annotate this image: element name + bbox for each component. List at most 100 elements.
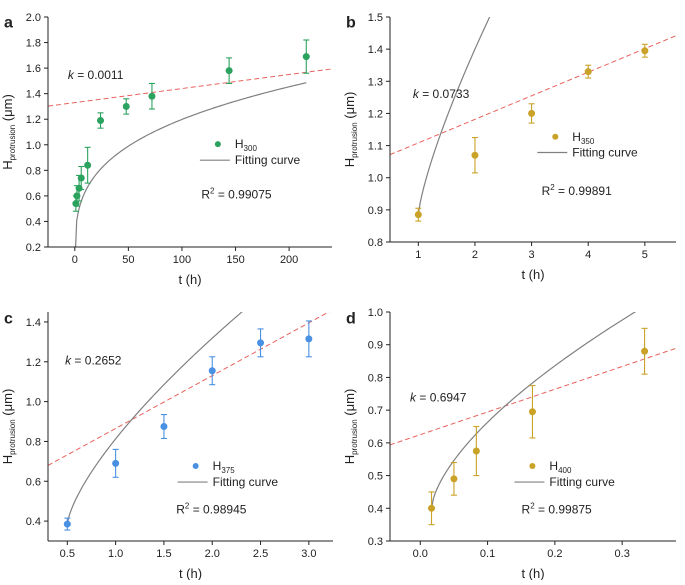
panel-d-data-point	[472, 447, 480, 455]
panel-c-slope-value: = 0.2652	[71, 354, 122, 368]
panel-c-data-point	[305, 335, 313, 343]
panel-c-data-point	[63, 520, 71, 528]
panel-c-x-tick-label: 2.0	[205, 548, 220, 560]
panel-c-r2-value: = 0.98945	[189, 503, 246, 517]
panel-d-x-tick-label: 0.1	[480, 548, 495, 560]
panel-a-r2-value: = 0.99075	[214, 188, 271, 202]
panel-d-legend-series-sub: 400	[558, 466, 572, 475]
panel-d-legend-series-main: H	[549, 459, 558, 473]
panel-a-r2-sup: 2	[210, 187, 215, 196]
panel-a-data-point	[97, 117, 105, 125]
panel-b-y-tick-label: 1.2	[368, 108, 383, 120]
panel-a-data-point	[302, 53, 310, 61]
panel-d-y-tick-label: 0.3	[368, 536, 383, 548]
panel-b-data-point	[414, 211, 422, 219]
panel-b-r2-main: R	[542, 184, 551, 198]
panel-c-x-tick-label: 3.0	[301, 548, 316, 560]
panel-d-slope-annotation: k = 0.6947	[410, 390, 467, 404]
panel-d: d 0.0 0.1 0.2 0.3 0.3 0.4 0.5 0.6 0.7 0.8 0.9 1.0 t (…	[342, 307, 676, 581]
panel-a: a 0 50 100 150 200 0.2 0.4 0.6 0.8 1.0 1.2 1.4 1.6 1.8…	[0, 12, 332, 287]
panel-c-slope-annotation: k = 0.2652	[65, 354, 122, 368]
panel-c-y-label-unit: (μm)	[0, 389, 15, 420]
panel-b-y-tick-label: 1.4	[368, 44, 383, 56]
panel-a-slope-annotation: k = 0.0011	[68, 68, 124, 82]
panel-c-data-point	[160, 422, 168, 430]
panel-c-legend-series-sub: 375	[221, 466, 235, 475]
panel-d-r2-main: R	[522, 503, 531, 517]
panel-a-y-tick-label: 1.4	[26, 89, 41, 101]
panel-a-y-axis-label: Hprotrusion (μm)	[0, 94, 17, 170]
panel-c-y-tick-label: 1.0	[26, 397, 41, 409]
panel-c-y-label-sub: protrusion	[8, 419, 17, 455]
panel-a-y-tick-label: 0.2	[26, 242, 41, 254]
panel-b-x-tick-label: 1	[415, 249, 421, 261]
panel-a-slope-value: = 0.0011	[74, 68, 124, 82]
panel-c-data-point	[208, 367, 216, 375]
panel-b-fitting-curve	[417, 17, 491, 215]
panel-c-y-tick-label: 0.8	[26, 436, 41, 448]
panel-b: b 1 2 3 4 5 0.8 0.9 1.0 1.1 1.2 1.3 1.4 1.5 t (h) Hprot…	[342, 12, 676, 282]
panel-b-y-tick-label: 0.8	[368, 237, 383, 249]
panel-d-x-axis-label: t (h)	[521, 566, 544, 580]
panel-c-slope-k: k	[65, 354, 72, 368]
panel-b-x-tick-label: 4	[585, 249, 591, 261]
panel-a-slope-k: k	[68, 68, 75, 82]
panel-c-r2-annotation: R2 = 0.98945	[176, 502, 247, 517]
panel-a-data-point	[122, 102, 130, 110]
panel-b-legend-marker	[552, 133, 559, 140]
panel-c-data-point	[257, 339, 265, 347]
panel-c-x-tick-label: 1.5	[156, 548, 171, 560]
panel-b-y-tick-label: 1.5	[368, 12, 383, 24]
panel-a-letter: a	[4, 14, 13, 31]
panel-b-y-label-sub: protrusion	[350, 122, 359, 158]
panel-c-y-tick-label: 0.6	[26, 476, 41, 488]
panel-c-legend-series-main: H	[213, 459, 222, 473]
panel-a-y-tick-label: 0.4	[26, 216, 41, 228]
panel-b-r2-sup: 2	[550, 183, 555, 192]
panel-b-x-axis-label: t (h)	[521, 267, 544, 282]
panel-a-x-tick-label: 50	[122, 254, 134, 266]
panel-a-y-tick-label: 0.6	[26, 191, 41, 203]
panel-a-y-label-unit: (μm)	[0, 94, 15, 125]
panel-d-legend-series: H400	[549, 459, 572, 475]
panel-d-data-point	[450, 475, 458, 483]
panel-a-legend-series-sub: 300	[244, 144, 258, 153]
panel-a-legend-series-main: H	[235, 137, 244, 151]
panel-d-tangent-line	[390, 347, 676, 446]
panel-d-y-tick-label: 0.5	[368, 471, 383, 483]
panel-a-x-tick-label: 100	[173, 254, 191, 266]
panel-d-y-tick-label: 0.7	[368, 405, 383, 417]
panel-c-y-label-main: H	[0, 455, 15, 464]
panel-b-legend-series-main: H	[572, 130, 581, 144]
panel-c-y-axis-label: Hprotrusion (μm)	[0, 389, 17, 465]
panel-a-data-point	[84, 161, 92, 169]
panel-b-slope-value: = 0.0733	[419, 87, 470, 101]
panel-b-legend-series: H350	[572, 130, 595, 146]
panel-a-y-tick-label: 1.2	[26, 114, 41, 126]
panel-b-y-axis-label: Hprotrusion (μm)	[342, 92, 359, 168]
panel-b-r2-value: = 0.99891	[555, 184, 612, 198]
panel-a-x-tick-label: 150	[226, 254, 244, 266]
panel-a-r2-main: R	[201, 188, 210, 202]
panel-a-y-label-main: H	[0, 160, 15, 169]
panel-d-y-tick-label: 0.8	[368, 372, 383, 384]
panel-a-legend-series: H300	[235, 137, 258, 153]
panel-b-legend-fit: Fitting curve	[572, 146, 638, 160]
panel-d-y-label-main: H	[342, 455, 357, 464]
panel-b-letter: b	[346, 14, 356, 31]
panel-b-y-tick-label: 1.0	[368, 173, 383, 185]
panel-b-y-tick-label: 0.9	[368, 205, 383, 217]
panel-b-y-tick-label: 1.3	[368, 76, 383, 88]
panel-b-tangent-line	[390, 35, 676, 156]
panel-a-fitting-curve	[74, 82, 307, 247]
panel-d-data-point	[428, 504, 436, 512]
panel-a-y-label-sub: protrusion	[8, 125, 17, 161]
panel-a-data-point	[148, 92, 156, 100]
panel-c-y-tick-label: 0.4	[26, 516, 41, 528]
panel-c-y-tick-label: 1.2	[26, 357, 41, 369]
panel-a-data-point	[77, 174, 85, 182]
panel-a-x-tick-label: 0	[72, 254, 78, 266]
panel-c-x-tick-label: 2.5	[253, 548, 268, 560]
panel-a-x-tick-label: 200	[280, 254, 298, 266]
